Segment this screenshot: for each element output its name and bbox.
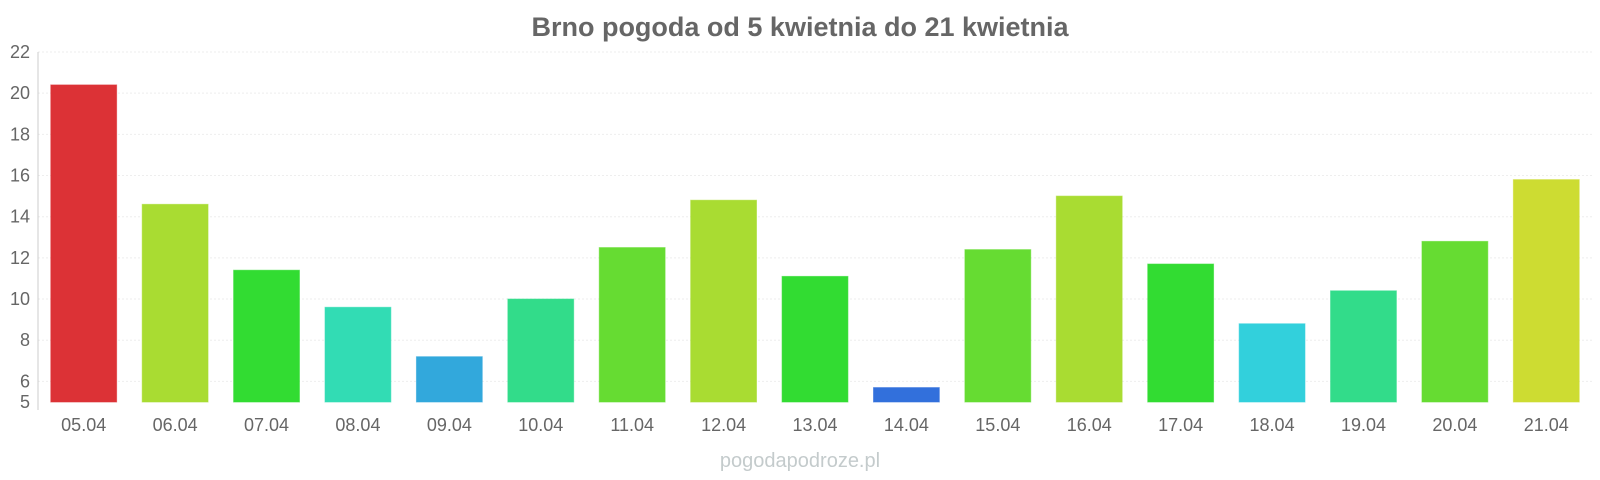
bar-05.04	[50, 84, 118, 403]
x-axis-ticks: 05.04 06.04 07.04 08.04 09.04 10.04 11.04 12.04…	[61, 415, 1569, 435]
y-tick-label: 12	[10, 248, 30, 268]
x-tick-label: 17.04	[1158, 415, 1203, 435]
bar-12.04	[690, 199, 757, 403]
y-tick-label: 6	[20, 371, 30, 391]
chart-title: Brno pogoda od 5 kwietnia do 21 kwietnia	[531, 12, 1069, 42]
x-tick-label: 11.04	[610, 415, 654, 435]
bar-06.04	[141, 203, 209, 403]
x-tick-label: 05.04	[61, 415, 106, 435]
bar-18.04	[1238, 323, 1306, 403]
bar-19.04	[1330, 290, 1397, 403]
x-tick-label: 19.04	[1341, 415, 1386, 435]
x-tick-label: 13.04	[792, 415, 837, 435]
y-tick-label: 10	[10, 289, 30, 309]
y-axis-ticks: 56 8 10 12 14 16 18 20 22	[10, 42, 30, 412]
x-tick-label: 06.04	[153, 415, 198, 435]
bar-10.04	[507, 298, 575, 403]
x-tick-label: 14.04	[884, 415, 929, 435]
bar-14.04	[873, 387, 940, 403]
x-tick-label: 21.04	[1524, 415, 1569, 435]
watermark: pogodapodroze.pl	[720, 450, 880, 472]
y-tick-label: 18	[10, 124, 30, 144]
x-tick-label: 07.04	[244, 415, 289, 435]
bar-09.04	[415, 356, 483, 403]
x-tick-label: 15.04	[975, 415, 1020, 435]
x-tick-label: 20.04	[1432, 415, 1477, 435]
bar-15.04	[964, 249, 1032, 403]
bar-07.04	[233, 269, 300, 403]
y-tick-label: 5	[20, 392, 30, 412]
x-tick-label: 08.04	[335, 415, 380, 435]
y-tick-label: 14	[10, 207, 30, 227]
x-tick-label: 18.04	[1250, 415, 1295, 435]
y-tick-label: 8	[20, 330, 30, 350]
bar-08.04	[324, 306, 392, 403]
bar-17.04	[1147, 263, 1215, 403]
x-tick-label: 16.04	[1067, 415, 1112, 435]
bar-20.04	[1421, 240, 1489, 403]
bars	[50, 84, 1580, 403]
y-tick-label: 22	[10, 42, 30, 62]
bar-21.04	[1512, 179, 1580, 403]
x-tick-label: 09.04	[427, 415, 472, 435]
bar-16.04	[1055, 195, 1123, 403]
bar-11.04	[598, 247, 666, 403]
x-tick-label: 10.04	[518, 415, 563, 435]
x-tick-label: 12.04	[701, 415, 746, 435]
y-tick-label: 20	[10, 83, 30, 103]
bar-13.04	[781, 275, 849, 403]
y-tick-label: 16	[10, 166, 30, 186]
